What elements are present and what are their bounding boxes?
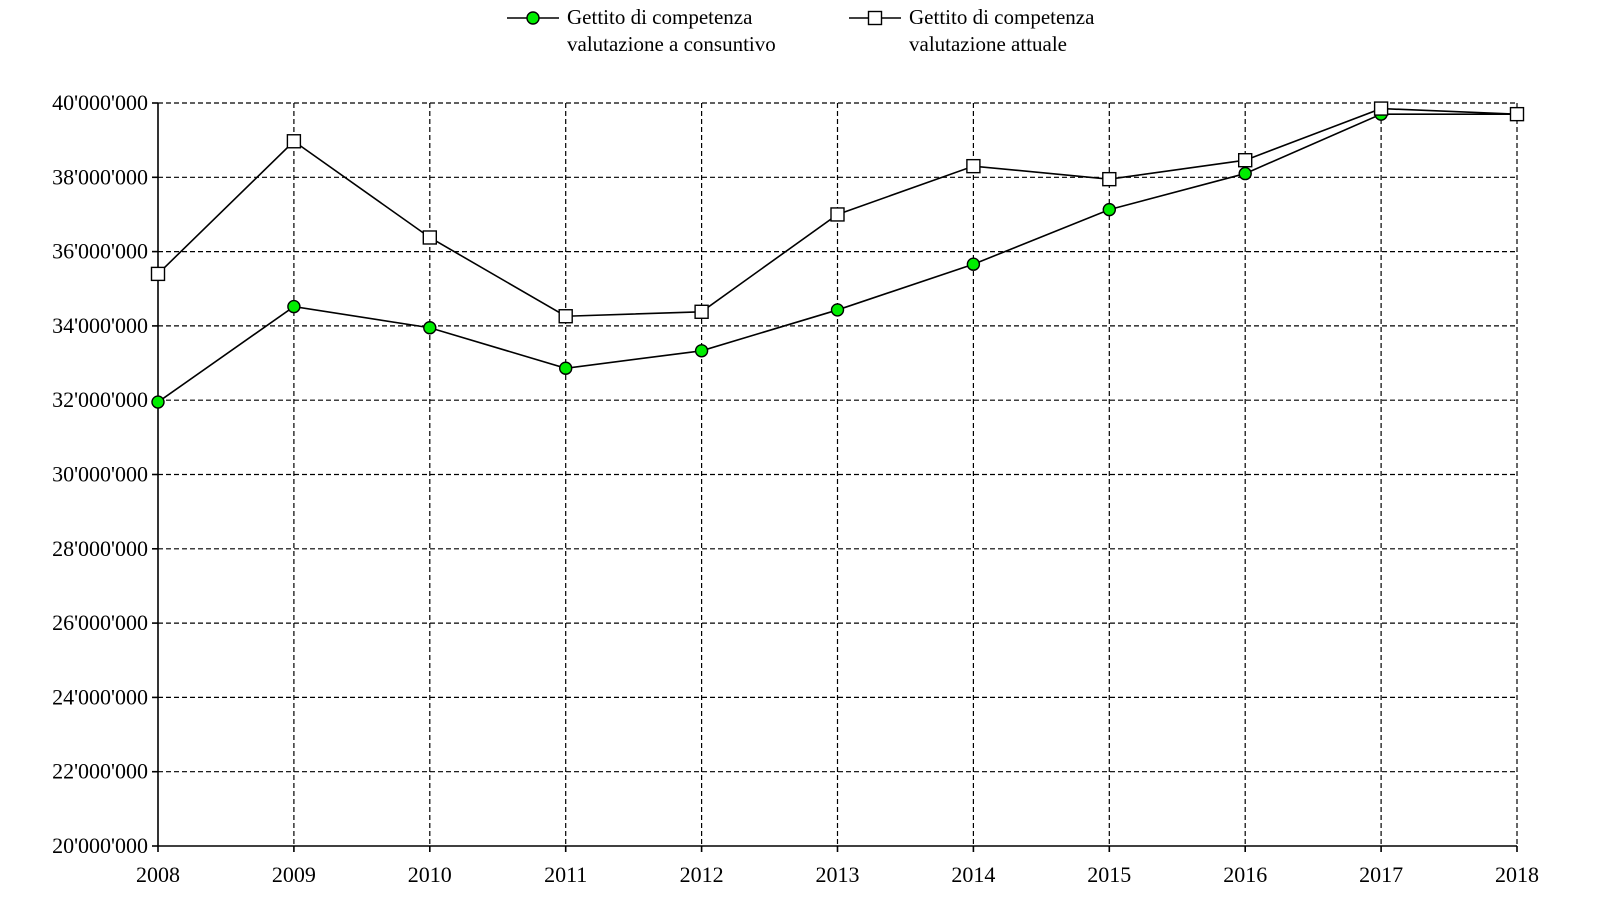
y-tick-label: 32'000'000 xyxy=(52,387,148,412)
y-tick-label: 24'000'000 xyxy=(52,684,148,709)
x-tick-label: 2013 xyxy=(816,862,860,887)
data-point-circle xyxy=(694,344,709,358)
x-tick-label: 2010 xyxy=(408,862,452,887)
y-tick-label: 34'000'000 xyxy=(52,313,148,338)
data-point-square xyxy=(558,309,573,324)
chart-series xyxy=(150,101,1525,409)
data-point-square xyxy=(1509,106,1525,122)
x-tick-label: 2009 xyxy=(272,862,316,887)
data-point-square xyxy=(966,158,981,174)
legend-label: Gettito di competenza xyxy=(909,5,1095,29)
legend-label: valutazione a consuntivo xyxy=(567,32,776,56)
data-point-circle xyxy=(966,257,981,271)
chart-axes xyxy=(152,102,1518,852)
y-tick-label: 28'000'000 xyxy=(52,536,148,561)
x-tick-label: 2011 xyxy=(544,862,587,887)
x-tick-label: 2012 xyxy=(680,862,724,887)
legend-entry-2: Gettito di competenza valutazione attuale xyxy=(849,5,1095,56)
data-point-circle xyxy=(559,361,573,375)
data-point-circle xyxy=(1102,202,1117,217)
x-tick-label: 2018 xyxy=(1495,862,1539,887)
legend-label: Gettito di competenza xyxy=(567,5,753,29)
data-point-circle xyxy=(1238,166,1252,181)
y-tick-label: 40'000'000 xyxy=(52,90,148,115)
x-tick-label: 2017 xyxy=(1359,862,1403,887)
data-point-circle xyxy=(151,395,165,409)
legend-marker xyxy=(526,11,540,25)
chart-grid xyxy=(158,102,1518,846)
data-point-square xyxy=(830,207,845,222)
y-tick-label: 20'000'000 xyxy=(52,833,148,858)
data-point-square xyxy=(1237,153,1253,168)
y-tick-label: 26'000'000 xyxy=(52,610,148,635)
x-axis-tick-labels: 2008 2009 2010 2011 2012 2013 2014 2015 2016 2017… xyxy=(136,862,1539,887)
legend-label: valutazione attuale xyxy=(909,32,1067,56)
data-point-square xyxy=(150,266,166,282)
data-point-square xyxy=(286,134,302,149)
data-point-square xyxy=(1102,171,1117,187)
x-tick-label: 2015 xyxy=(1087,862,1131,887)
series-2 xyxy=(150,101,1525,324)
data-point-square xyxy=(422,230,437,245)
data-point-circle xyxy=(423,321,437,335)
x-tick-label: 2014 xyxy=(951,862,995,887)
data-point-circle xyxy=(830,303,845,317)
data-point-circle xyxy=(287,299,301,314)
y-axis-tick-labels: 20'000'000 22'000'000 24'000'000 26'000'000… xyxy=(52,90,148,858)
chart-legend: Gettito di competenza valutazione a consu… xyxy=(507,5,1095,56)
data-point-square xyxy=(694,304,709,319)
x-tick-label: 2016 xyxy=(1223,862,1267,887)
y-tick-label: 38'000'000 xyxy=(52,164,148,189)
data-point-square xyxy=(1373,101,1389,116)
legend-entry-1: Gettito di competenza valutazione a consu… xyxy=(507,5,776,56)
y-tick-label: 36'000'000 xyxy=(52,239,148,264)
y-tick-label: 22'000'000 xyxy=(52,759,148,784)
y-tick-label: 30'000'000 xyxy=(52,462,148,487)
legend-marker xyxy=(867,10,883,26)
x-tick-label: 2008 xyxy=(136,862,180,887)
